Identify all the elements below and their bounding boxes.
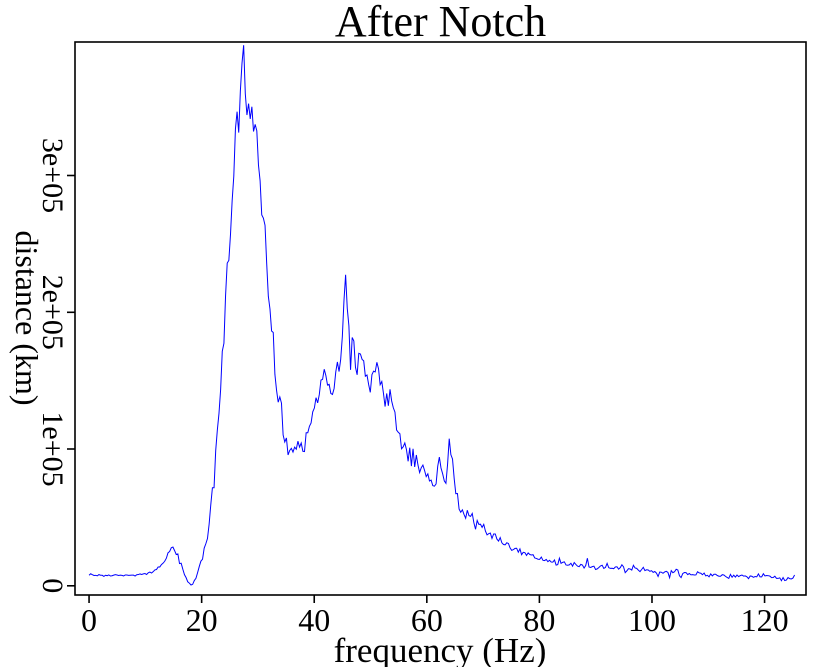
svg-text:0: 0	[81, 602, 97, 638]
svg-text:20: 20	[186, 602, 218, 638]
svg-text:100: 100	[628, 602, 676, 638]
svg-text:3e+05: 3e+05	[36, 138, 69, 213]
svg-text:0: 0	[36, 578, 69, 593]
svg-text:40: 40	[298, 602, 330, 638]
svg-text:frequency (Hz): frequency (Hz)	[334, 631, 547, 667]
svg-text:1e+05: 1e+05	[36, 411, 69, 486]
svg-text:120: 120	[741, 602, 789, 638]
svg-text:distance (km): distance (km)	[9, 230, 45, 405]
